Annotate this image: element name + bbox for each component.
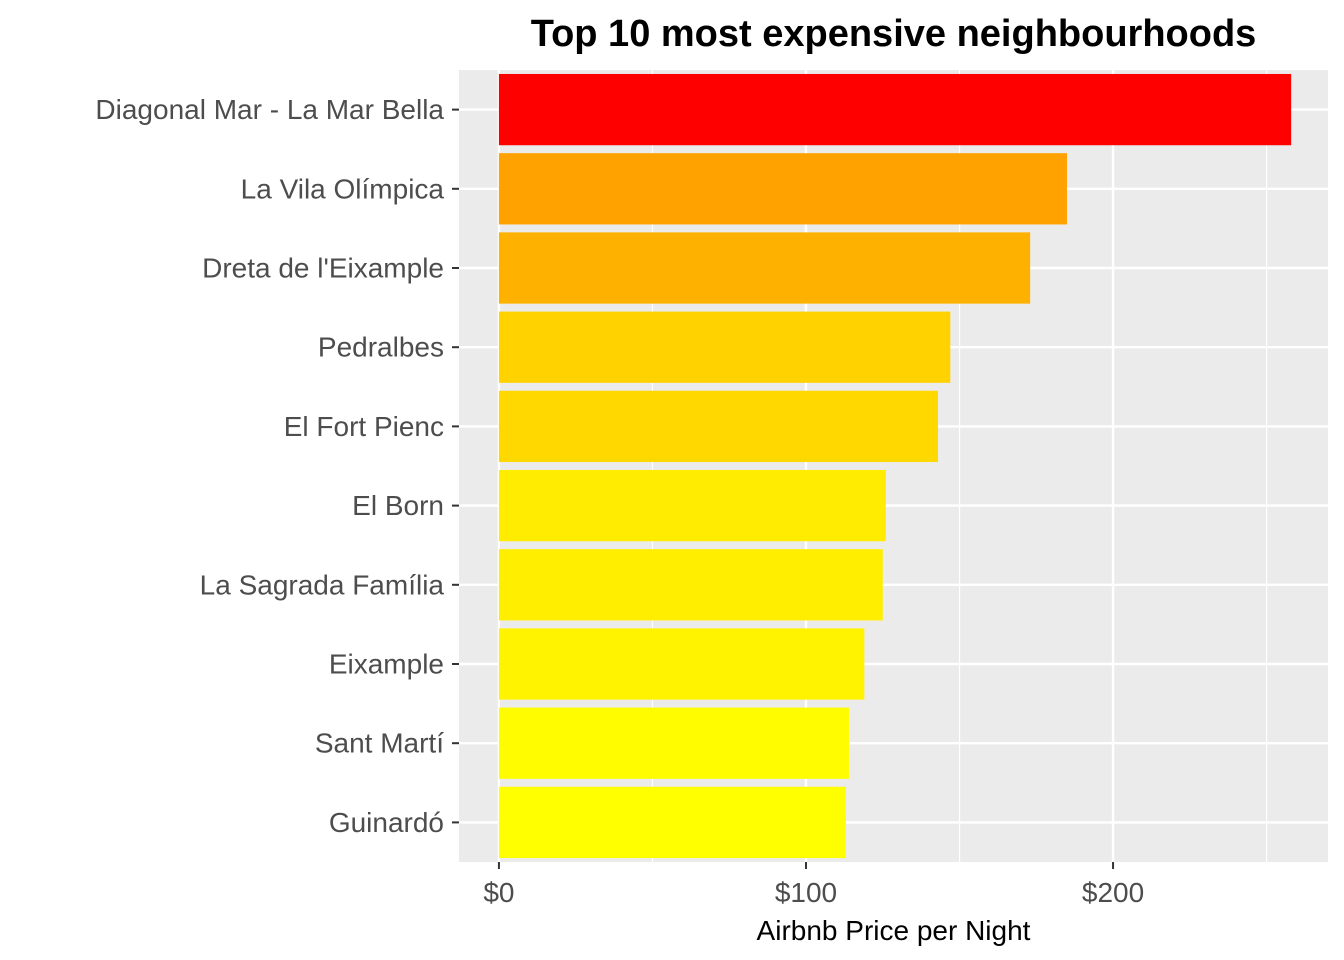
y-axis: Diagonal Mar - La Mar Bella La Vila Olímp… (95, 94, 459, 838)
bar (498, 549, 883, 621)
x-tick-label: $200 (1082, 877, 1144, 908)
y-tick-label: Diagonal Mar - La Mar Bella (95, 94, 444, 125)
bars (498, 73, 1292, 859)
bar (498, 628, 865, 700)
chart-title: Top 10 most expensive neighbourhoods (531, 13, 1257, 55)
x-axis: $0 $100 $200 (483, 862, 1144, 908)
x-tick-label: $0 (483, 877, 514, 908)
bar (498, 390, 939, 463)
bar (498, 786, 846, 859)
y-tick-label: Guinardó (329, 807, 444, 838)
y-tick-label: Pedralbes (318, 332, 444, 363)
bar (498, 73, 1292, 146)
y-tick-label: Eixample (329, 649, 444, 680)
x-tick-label: $100 (775, 877, 837, 908)
y-tick-label: Sant Martí (315, 728, 444, 759)
bar (498, 232, 1031, 304)
bar (498, 311, 951, 383)
bar (498, 469, 886, 542)
y-tick-label: La Sagrada Família (200, 569, 445, 600)
bar (498, 153, 1067, 225)
y-tick-label: El Fort Pienc (284, 411, 444, 442)
x-axis-title: Airbnb Price per Night (757, 915, 1031, 946)
y-tick-label: El Born (352, 490, 444, 521)
y-tick-label: Dreta de l'Eixample (202, 253, 444, 284)
bar (498, 707, 849, 779)
y-tick-label: La Vila Olímpica (241, 173, 445, 204)
